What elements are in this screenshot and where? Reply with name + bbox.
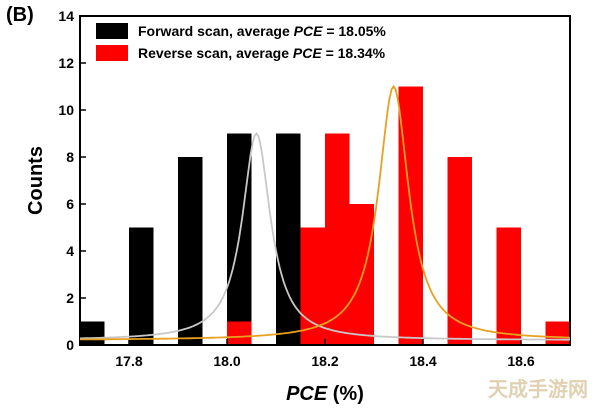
panel-label: (B) bbox=[6, 4, 34, 26]
reverse-bar bbox=[447, 157, 472, 345]
legend-label-reverse: Reverse scan, average PCE = 18.34% bbox=[138, 45, 386, 61]
x-tick-label: 18.6 bbox=[507, 353, 534, 369]
fit-curves bbox=[79, 84, 571, 341]
reverse-bar bbox=[545, 321, 570, 345]
reverse-bar bbox=[496, 227, 521, 345]
y-tick-label: 2 bbox=[66, 290, 74, 306]
forward-bar bbox=[129, 227, 154, 345]
reverse-bar bbox=[325, 133, 350, 345]
y-tick-label: 12 bbox=[58, 55, 74, 71]
y-tick-label: 4 bbox=[66, 243, 74, 259]
x-tick-label: 18.0 bbox=[213, 353, 240, 369]
forward-bar bbox=[178, 157, 203, 345]
legend-label-forward: Forward scan, average PCE = 18.05% bbox=[138, 23, 386, 39]
y-tick-label: 8 bbox=[66, 149, 74, 165]
legend-swatch-reverse bbox=[96, 45, 128, 61]
reverse-fit-curve bbox=[80, 84, 571, 341]
reverse-bar bbox=[227, 321, 252, 345]
x-axis-label: PCE (%) bbox=[286, 383, 364, 405]
forward-fit-curve bbox=[79, 131, 570, 341]
x-tick-label: 18.4 bbox=[409, 353, 436, 369]
watermark: 天成手游网 bbox=[488, 379, 588, 401]
y-axis-label: Counts bbox=[25, 146, 47, 215]
x-tick-label: 17.8 bbox=[115, 353, 142, 369]
forward-bar bbox=[276, 133, 301, 345]
y-tick-label: 14 bbox=[58, 8, 74, 24]
y-tick-label: 0 bbox=[66, 337, 74, 353]
legend: Forward scan, average PCE = 18.05% Rever… bbox=[96, 20, 386, 64]
axes: 17.8 18.0 18.2 18.4 18.6 0 2 4 6 8 10 12 14 PCE (%) Co… bbox=[25, 8, 571, 405]
legend-swatch-forward bbox=[96, 23, 128, 39]
y-tick-label: 10 bbox=[58, 102, 74, 118]
y-tick-label: 6 bbox=[66, 196, 74, 212]
x-tick-label: 18.2 bbox=[311, 353, 338, 369]
legend-entry-forward: Forward scan, average PCE = 18.05% bbox=[96, 20, 386, 42]
histogram-bars bbox=[80, 86, 570, 345]
forward-bar bbox=[80, 321, 105, 345]
legend-entry-reverse: Reverse scan, average PCE = 18.34% bbox=[96, 42, 386, 64]
